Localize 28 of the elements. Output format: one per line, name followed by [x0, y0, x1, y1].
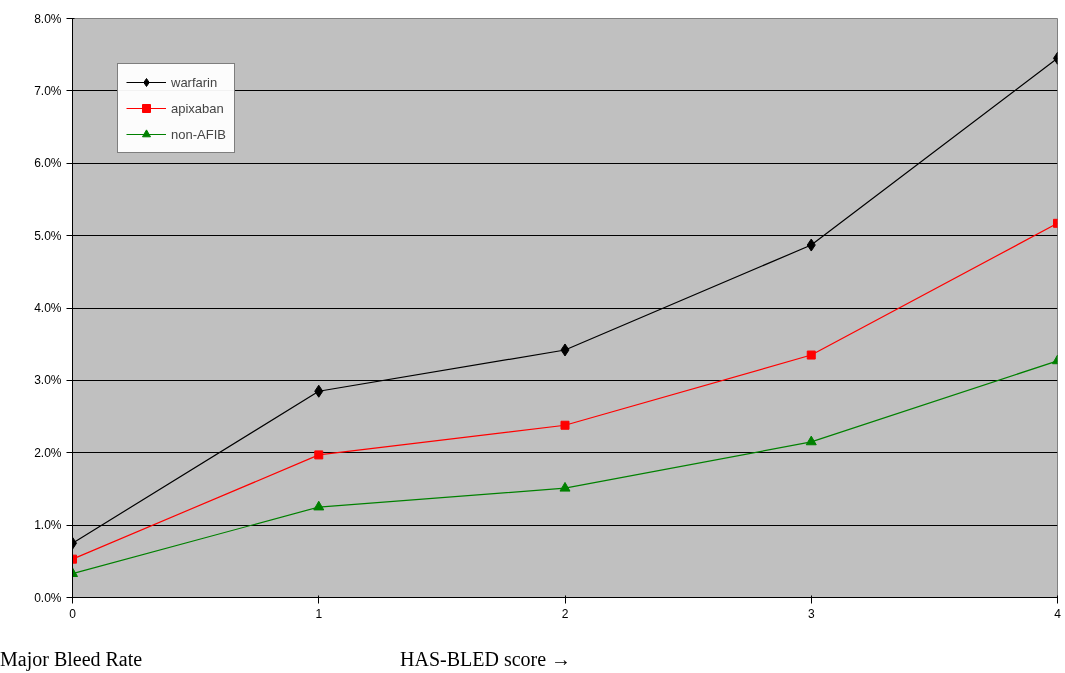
- point: [805, 435, 817, 446]
- y-tick-label: 6.0%: [34, 156, 62, 171]
- y-tick-label: 5.0%: [34, 228, 62, 243]
- x-tick-label: 2: [561, 606, 569, 621]
- x-tick-label: 4: [1054, 606, 1062, 621]
- point: [314, 450, 324, 460]
- x-tick-label: 3: [807, 606, 815, 621]
- y-tick-label: 3.0%: [34, 373, 62, 388]
- point: [806, 238, 816, 252]
- y-tick-label: 1.0%: [34, 518, 62, 533]
- y-tick-label: 0.0%: [34, 590, 62, 605]
- legend-label: non-AFIB: [171, 126, 226, 142]
- point: [314, 384, 324, 398]
- x-axis-title: HAS-BLED score →: [400, 647, 572, 672]
- y-tick-label: 4.0%: [34, 301, 62, 315]
- y-axis-title: Major Bleed Rate: [0, 647, 143, 673]
- point: [560, 343, 570, 357]
- point: [806, 350, 816, 360]
- y-tick-label: 7.0%: [34, 83, 62, 98]
- point: [313, 500, 325, 511]
- y-tick-label: 8.0%: [34, 11, 62, 26]
- legend-label: apixaban: [171, 100, 224, 116]
- legend-label: warfarin: [171, 74, 218, 90]
- point: [560, 420, 570, 430]
- point: [559, 481, 571, 492]
- y-tick-label: 2.0%: [34, 445, 62, 460]
- x-tick-label: 1: [315, 606, 323, 621]
- x-tick-label: 0: [69, 606, 77, 621]
